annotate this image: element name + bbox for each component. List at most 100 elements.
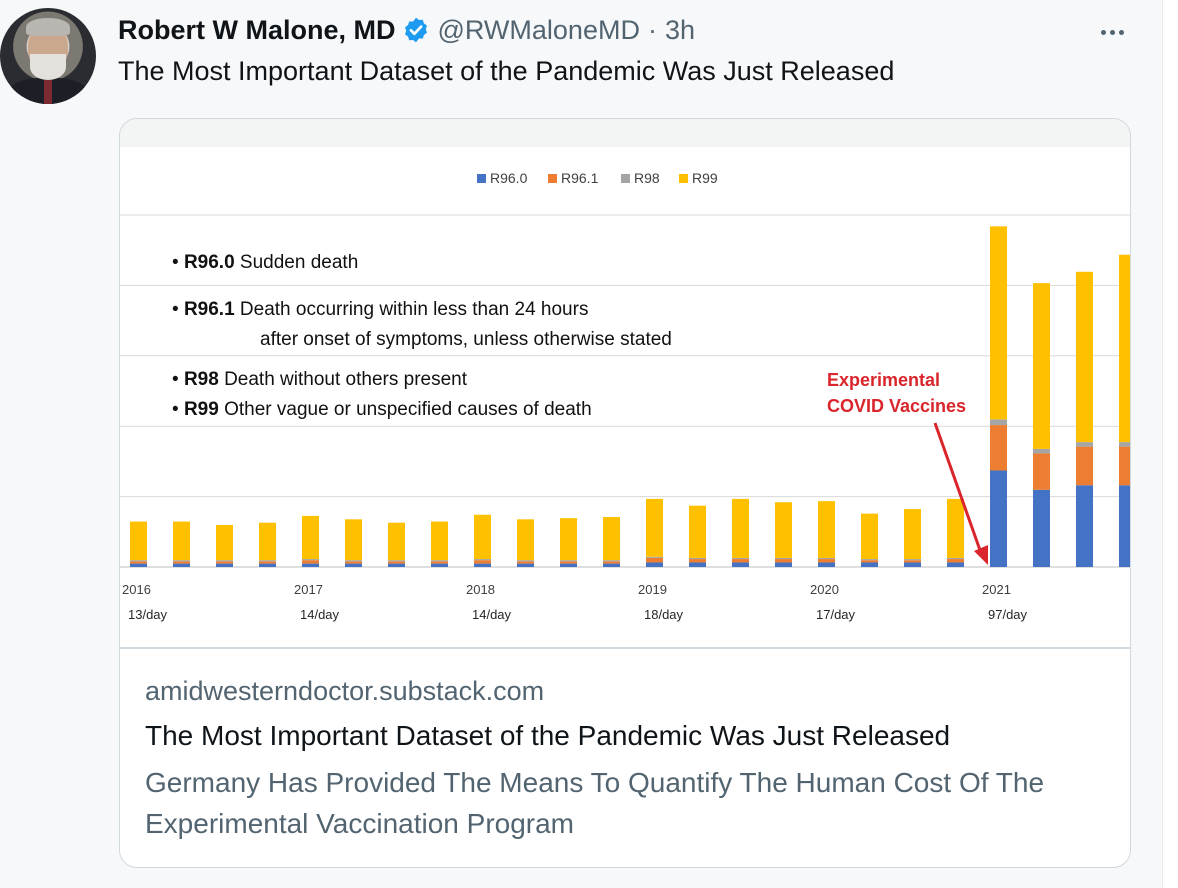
bar-segment-r96-0 xyxy=(732,562,749,567)
bar-segment-r96-1 xyxy=(947,559,964,563)
bar-segment-r96-1 xyxy=(474,560,491,564)
x-tick-year: 2020 xyxy=(810,582,839,597)
bar-segment-r98 xyxy=(818,557,835,560)
bar-segment-r98 xyxy=(775,557,792,560)
bar-segment-r96-1 xyxy=(603,561,620,564)
scrollbar-track[interactable] xyxy=(1162,0,1178,888)
more-horizontal-icon[interactable] xyxy=(1092,14,1132,50)
x-tick-rate: 97/day xyxy=(988,607,1028,622)
bar-segment-r96-0 xyxy=(1033,489,1050,567)
bar-segment-r96-0 xyxy=(259,563,276,567)
bar-segment-r96-1 xyxy=(1076,446,1093,486)
bar-segment-r99 xyxy=(818,501,835,558)
bar-segment-r99 xyxy=(861,513,878,560)
card-description: Germany Has Provided The Means To Quanti… xyxy=(145,767,1045,839)
bar-segment-r96-1 xyxy=(646,557,663,563)
bar-segment-r96-0 xyxy=(216,563,233,567)
handle[interactable]: @RWMaloneMD xyxy=(437,14,640,45)
legend-swatch xyxy=(679,174,688,183)
bar-segment-r96-1 xyxy=(818,559,835,563)
bar-segment-r98 xyxy=(388,560,405,562)
bar-segment-r96-1 xyxy=(388,561,405,564)
bar-segment-r96-0 xyxy=(173,563,190,567)
bar-segment-r96-1 xyxy=(130,561,147,564)
x-tick-rate: 18/day xyxy=(644,607,684,622)
x-tick-year: 2018 xyxy=(466,582,495,597)
bar-segment-r96-0 xyxy=(388,563,405,567)
bar-segment-r96-1 xyxy=(1119,446,1130,486)
bar-segment-r99 xyxy=(1119,254,1130,443)
bar-segment-r96-1 xyxy=(517,561,534,564)
bar-segment-r98 xyxy=(259,560,276,562)
bar-segment-r96-1 xyxy=(861,560,878,563)
bar-segment-r99 xyxy=(173,521,190,561)
bar-segment-r96-0 xyxy=(689,562,706,567)
bar-segment-r98 xyxy=(603,560,620,562)
x-tick-year: 2016 xyxy=(122,582,151,597)
bar-segment-r98 xyxy=(732,557,749,560)
chart-panel xyxy=(120,147,1130,647)
x-tick-year: 2019 xyxy=(638,582,667,597)
bar-segment-r99 xyxy=(388,522,405,561)
card-divider xyxy=(120,647,1130,649)
bar-segment-r99 xyxy=(990,226,1007,420)
bar-segment-r96-0 xyxy=(1076,485,1093,567)
bar-segment-r99 xyxy=(646,498,663,557)
verified-badge-icon xyxy=(404,17,427,43)
bar-segment-r96-0 xyxy=(474,563,491,567)
bar-segment-r99 xyxy=(345,519,362,561)
avatar[interactable] xyxy=(0,8,96,104)
bar-segment-r98 xyxy=(1119,442,1130,447)
bar-segment-r99 xyxy=(947,498,964,558)
bar-segment-r98 xyxy=(474,559,491,561)
definition-row: • R98 Death without others present xyxy=(172,369,468,390)
bar-segment-r99 xyxy=(1076,271,1093,443)
legend-swatch xyxy=(477,174,486,183)
annotation-line-2: COVID Vaccines xyxy=(827,396,966,416)
bar-segment-r96-0 xyxy=(646,562,663,567)
timestamp[interactable]: 3h xyxy=(664,14,695,45)
legend-label: R99 xyxy=(692,170,718,186)
bar-segment-r98 xyxy=(216,560,233,562)
bar-segment-r96-1 xyxy=(259,561,276,564)
display-name[interactable]: Robert W Malone, MD xyxy=(118,14,396,45)
bar-segment-r96-0 xyxy=(947,562,964,567)
stacked-bar-chart: R96.0 R96.1 R98 R99 2016 13/day 2017 14/day 2018… xyxy=(120,147,1130,647)
bar-segment-r96-0 xyxy=(517,563,534,567)
annotation-line-1: Experimental xyxy=(827,370,940,390)
bar-segment-r98 xyxy=(345,560,362,562)
legend-label: R98 xyxy=(634,170,660,186)
definition-row: • R96.1 Death occurring within less than… xyxy=(172,299,588,320)
card-image[interactable]: R96.0 R96.1 R98 R99 2016 13/day 2017 14/day 2018… xyxy=(120,119,1130,647)
bar-segment-r98 xyxy=(689,557,706,560)
bar-segment-r96-0 xyxy=(1119,485,1130,567)
bar-segment-r98 xyxy=(560,560,577,562)
bar-segment-r96-1 xyxy=(1033,453,1050,490)
bar-segment-r98 xyxy=(517,560,534,562)
x-tick-rate: 14/day xyxy=(300,607,340,622)
bar-segment-r98 xyxy=(302,559,319,561)
bar-segment-r99 xyxy=(603,517,620,561)
bar-segment-r98 xyxy=(130,560,147,562)
bar-segment-r99 xyxy=(431,521,448,561)
x-tick-year: 2021 xyxy=(982,582,1011,597)
card-domain[interactable]: amidwesterndoctor.substack.com xyxy=(145,676,545,706)
x-tick-year: 2017 xyxy=(294,582,323,597)
annotation-arrow-head xyxy=(974,545,988,565)
bar-segment-r96-0 xyxy=(861,562,878,567)
bar-segment-r96-0 xyxy=(775,562,792,567)
bar-segment-r99 xyxy=(517,519,534,561)
bar-segment-r99 xyxy=(302,515,319,560)
bar-segment-r96-0 xyxy=(904,562,921,567)
bar-segment-r96-0 xyxy=(818,562,835,567)
bar-segment-r98 xyxy=(904,559,921,561)
link-card[interactable]: R96.0 R96.1 R98 R99 2016 13/day 2017 14/day 2018… xyxy=(119,118,1131,868)
bar-segment-r96-1 xyxy=(302,560,319,564)
bar-segment-r96-0 xyxy=(603,563,620,567)
bar-segment-r96-1 xyxy=(560,561,577,564)
definition-row: • R96.0 Sudden death xyxy=(172,252,358,273)
card-title[interactable]: The Most Important Dataset of the Pandem… xyxy=(145,720,951,751)
tweet-header: Robert W Malone, MD @RWMaloneMD · 3h xyxy=(118,12,695,48)
bar-segment-r96-1 xyxy=(775,559,792,563)
